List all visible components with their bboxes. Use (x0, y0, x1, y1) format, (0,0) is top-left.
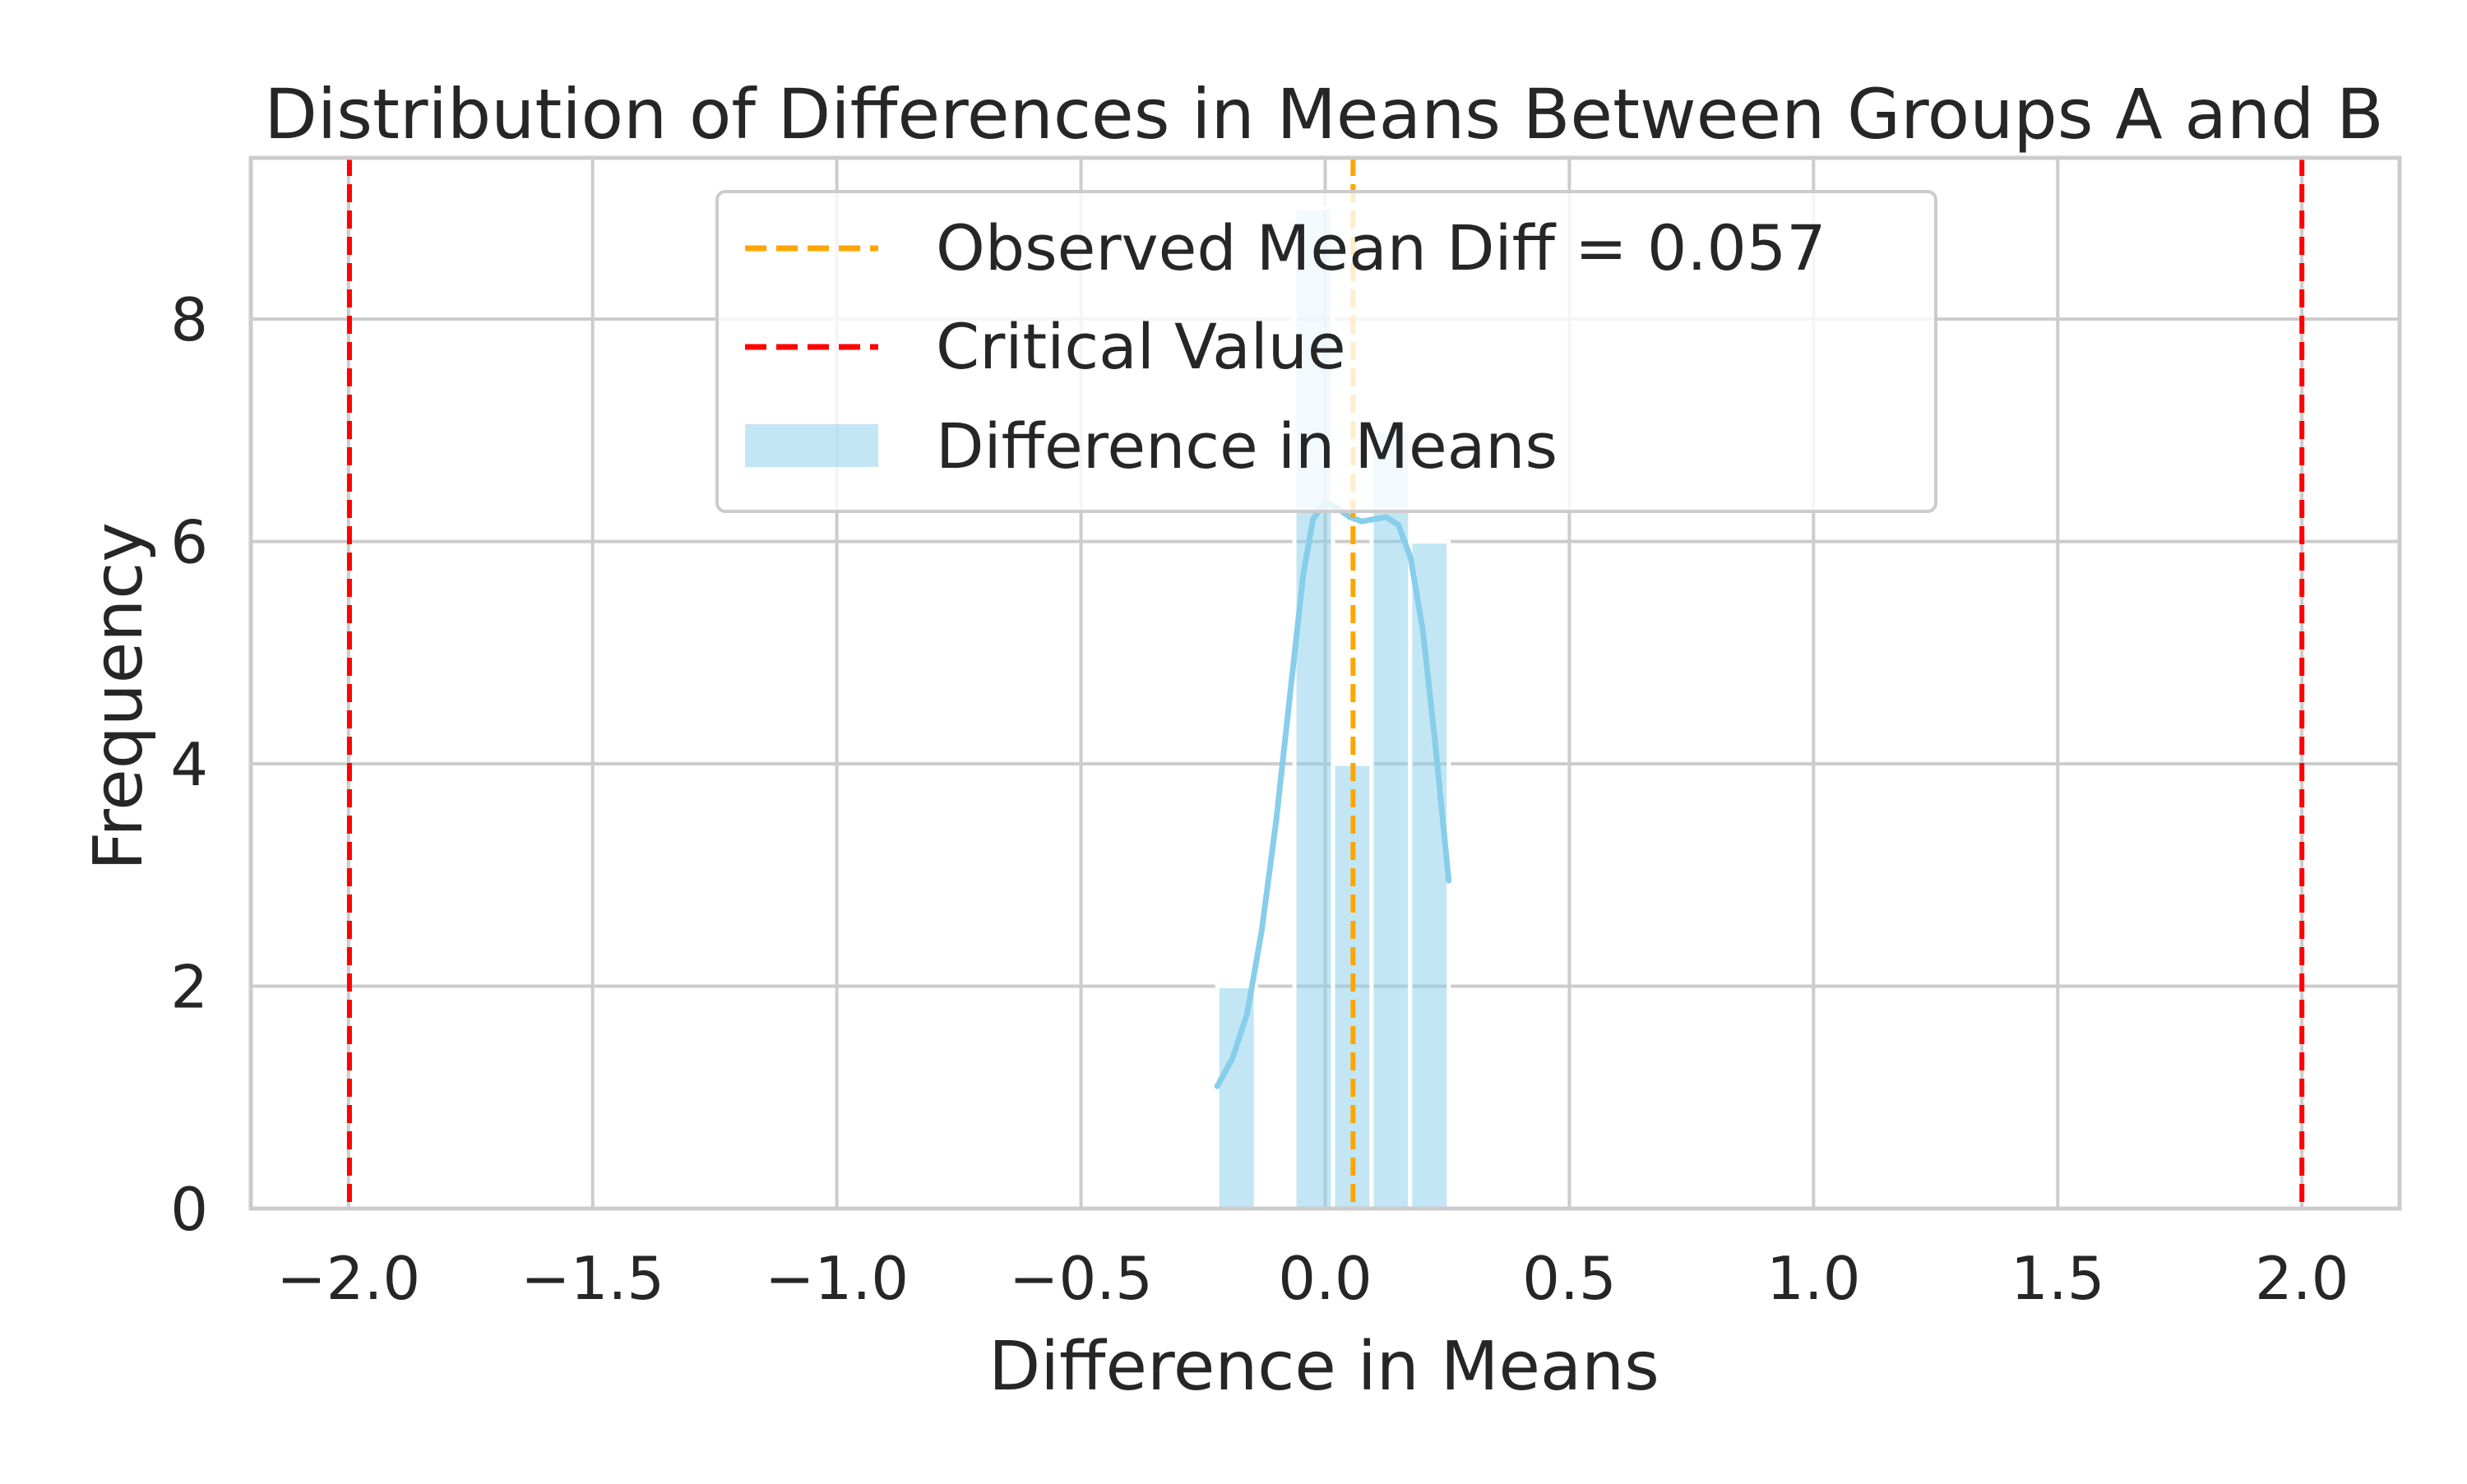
x-tick-label: 1.0 (1766, 1244, 1861, 1313)
x-tick-label: 0.0 (1278, 1244, 1372, 1313)
legend-label-histogram: Difference in Means (936, 409, 1557, 483)
y-tick-label: 2 (170, 953, 208, 1022)
x-tick-label: −2.0 (276, 1244, 420, 1313)
y-tick-label: 6 (170, 508, 208, 577)
y-tick-label: 4 (170, 730, 208, 799)
legend: Observed Mean Diff = 0.057 Critical Valu… (715, 190, 1937, 513)
x-tick-label: 1.5 (2011, 1244, 2105, 1313)
x-tick-label: 2.0 (2255, 1244, 2349, 1313)
y-tick-label: 0 (170, 1175, 208, 1244)
x-tick-label: −1.5 (521, 1244, 664, 1313)
legend-swatch-histogram (745, 424, 878, 467)
x-axis-ticks: −2.0 −1.5 −1.0 −0.5 0.0 0.5 1.0 1.5 2.0 (276, 1244, 2349, 1313)
x-tick-label: −0.5 (1009, 1244, 1153, 1313)
legend-label-observed: Observed Mean Diff = 0.057 (936, 211, 1826, 284)
x-axis-label: Difference in Means (988, 1328, 1659, 1406)
y-tick-label: 8 (170, 285, 208, 354)
y-axis-label: Frequency (80, 522, 158, 871)
chart-title: Distribution of Differences in Means Bet… (264, 74, 2384, 155)
x-tick-label: −1.0 (765, 1244, 909, 1313)
legend-box (715, 190, 1937, 513)
legend-label-critical: Critical Value (936, 310, 1346, 383)
x-tick-label: 0.5 (1522, 1244, 1617, 1313)
histogram-bar (1215, 984, 1258, 1211)
histogram-bar (1408, 539, 1451, 1211)
plot-frame (248, 155, 2402, 1211)
y-axis-ticks: 0 2 4 6 8 (170, 285, 208, 1244)
